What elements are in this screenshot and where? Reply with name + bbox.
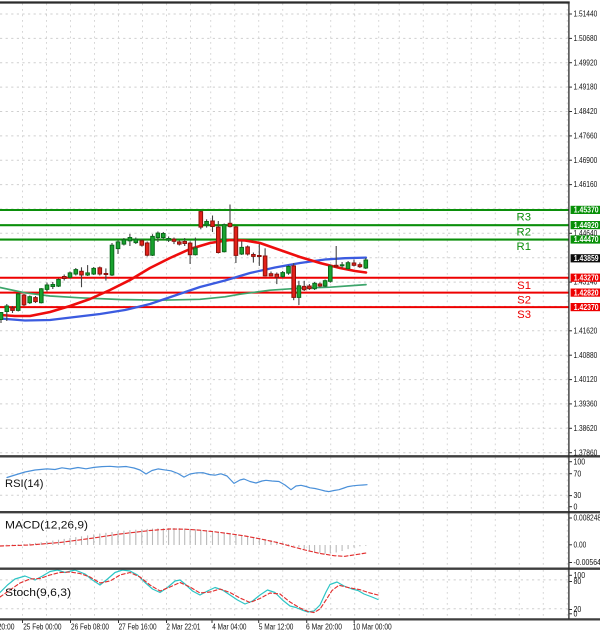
- svg-text:1.50680: 1.50680: [574, 33, 598, 43]
- svg-text:1.38620: 1.38620: [574, 423, 598, 433]
- svg-text:27 Feb 16:00: 27 Feb 16:00: [119, 621, 157, 631]
- svg-text:1.47660: 1.47660: [574, 131, 598, 141]
- svg-text:Stoch(9,6,3): Stoch(9,6,3): [5, 587, 71, 599]
- svg-text:1.41620: 1.41620: [574, 325, 598, 335]
- svg-text:1.43270: 1.43270: [574, 273, 599, 282]
- svg-text:1.51440: 1.51440: [574, 9, 598, 19]
- svg-text:S1: S1: [517, 280, 531, 292]
- svg-text:1.44920: 1.44920: [574, 221, 599, 230]
- svg-text:S2: S2: [517, 295, 531, 307]
- svg-text:5 Mar 12:00: 5 Mar 12:00: [259, 621, 294, 631]
- svg-text:1.39360: 1.39360: [574, 399, 598, 409]
- svg-text:30: 30: [574, 490, 582, 500]
- svg-text:R2: R2: [517, 227, 531, 239]
- svg-text:1.46160: 1.46160: [574, 179, 598, 189]
- svg-text:1.43859: 1.43859: [574, 254, 599, 263]
- svg-text:1.46900: 1.46900: [574, 155, 598, 165]
- svg-text:70: 70: [574, 468, 582, 478]
- svg-text:80: 80: [574, 576, 582, 586]
- svg-text:R1: R1: [517, 241, 531, 253]
- svg-text:0: 0: [574, 501, 578, 511]
- svg-text:6 Mar 20:00: 6 Mar 20:00: [306, 621, 342, 631]
- svg-text:1.44470: 1.44470: [574, 235, 599, 244]
- svg-text:RSI(14): RSI(14): [5, 478, 44, 490]
- svg-text:1.40880: 1.40880: [574, 350, 598, 360]
- svg-text:100: 100: [574, 456, 586, 466]
- svg-text:-0.005647: -0.005647: [574, 557, 600, 567]
- svg-text:2 Mar 22:01: 2 Mar 22:01: [166, 621, 200, 631]
- svg-text:0.00: 0.00: [574, 539, 587, 549]
- svg-text:0: 0: [574, 608, 578, 618]
- svg-text:1.49180: 1.49180: [574, 82, 598, 92]
- svg-text:1.42820: 1.42820: [574, 288, 599, 297]
- svg-text:MACD(12,26,9): MACD(12,26,9): [5, 520, 88, 532]
- svg-text:0.008248: 0.008248: [574, 513, 600, 523]
- svg-text:1.42370: 1.42370: [574, 303, 599, 312]
- svg-text:1.40120: 1.40120: [574, 374, 598, 384]
- svg-text:R3: R3: [517, 212, 531, 224]
- svg-text:1.45370: 1.45370: [574, 206, 599, 215]
- svg-text:10 Mar 00:00: 10 Mar 00:00: [353, 621, 392, 631]
- svg-text:1.48420: 1.48420: [574, 106, 598, 116]
- svg-text:26 Feb 08:00: 26 Feb 08:00: [71, 621, 109, 631]
- svg-text:1.49920: 1.49920: [574, 57, 598, 67]
- svg-text:25 Feb 00:00: 25 Feb 00:00: [23, 621, 61, 631]
- svg-text:4 Mar 04:00: 4 Mar 04:00: [212, 621, 246, 631]
- svg-text:S3: S3: [517, 309, 531, 321]
- svg-text:20:00: 20:00: [0, 621, 15, 631]
